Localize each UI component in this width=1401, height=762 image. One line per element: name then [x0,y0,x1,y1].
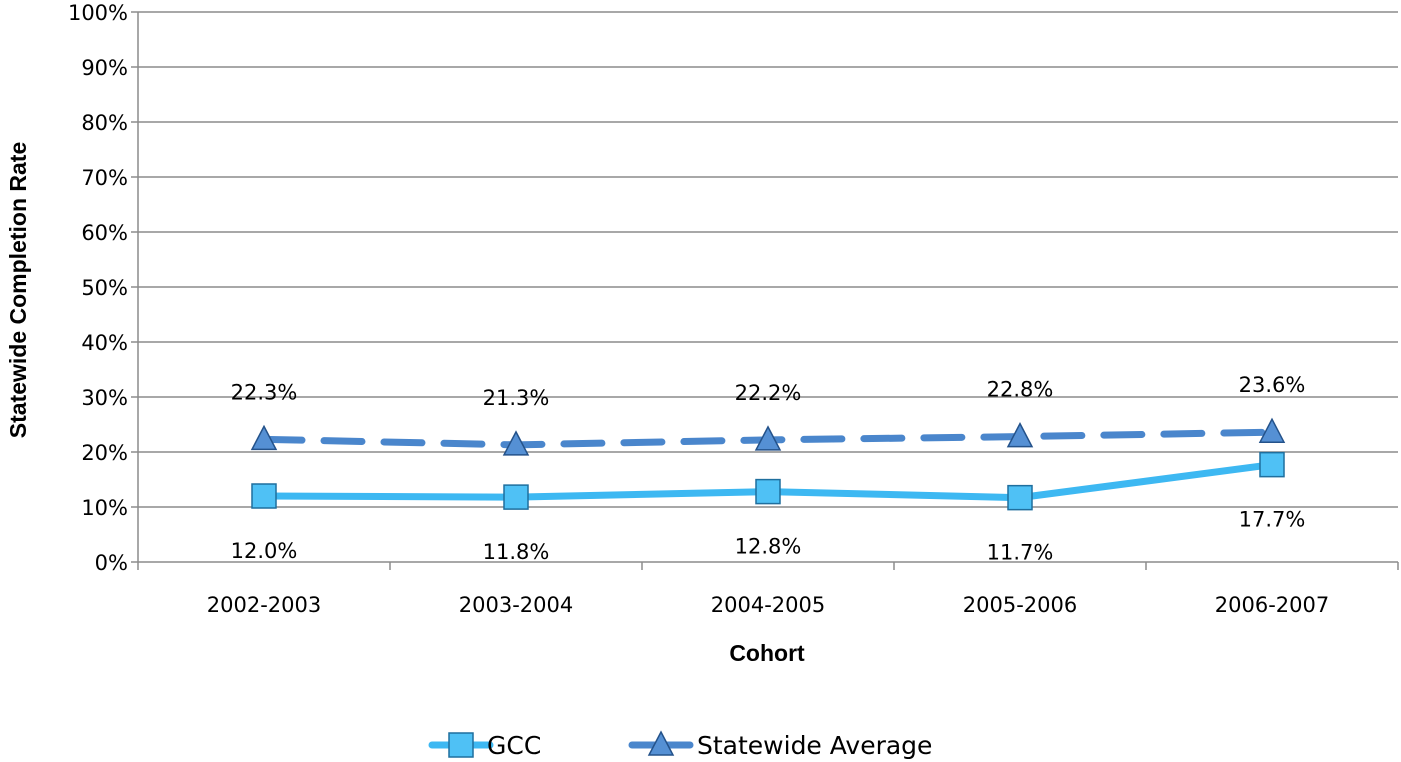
data-point [251,483,277,509]
data-point [1006,421,1034,448]
data-label: 12.8% [735,535,802,559]
y-tick-label: 70% [81,166,128,190]
legend-label: Statewide Average [697,731,932,760]
y-axis-ticks: 0% 10% 20% 30% 40% 50% 60% 70% 80% 90% 100% [68,1,138,575]
series-gcc [251,451,1285,511]
series-statewide-average [250,417,1286,456]
data-label: 23.6% [1239,373,1306,397]
data-point [755,478,781,505]
y-tick-label: 10% [81,496,128,520]
legend-item: GCC [428,731,541,760]
data-labels: 12.0% 11.8% 12.8% 11.7% 17.7% 22.3% 21.3% 22.2%… [231,373,1306,564]
x-tick-label: 2004-2005 [711,593,825,617]
grid-lines [138,11,1398,508]
data-label: 17.7% [1239,508,1306,532]
data-point [1259,451,1285,478]
data-point [1258,417,1286,443]
y-tick-label: 40% [81,331,128,355]
x-axis: 2002-2003 2003-2004 2004-2005 2005-2006 2006… [137,12,1399,617]
x-tick-label: 2006-2007 [1215,593,1329,617]
legend: GCC Statewide Average [428,730,932,760]
legend-item: Statewide Average [628,730,932,760]
data-point [754,425,782,451]
y-tick-label: 80% [81,111,128,135]
y-axis-title: Statewide Completion Rate [5,142,31,438]
data-label: 21.3% [483,386,550,410]
y-tick-label: 90% [81,56,128,80]
data-label: 22.8% [987,378,1054,402]
data-point [502,430,530,456]
y-tick-label: 30% [81,386,128,410]
x-tick-label: 2002-2003 [207,593,321,617]
data-point [1007,484,1033,511]
legend-label: GCC [487,731,541,760]
x-tick-label: 2003-2004 [459,593,573,617]
data-label: 12.0% [231,539,298,563]
data-point [503,484,529,510]
series-layer [250,417,1286,511]
data-point [250,424,278,451]
y-tick-label: 50% [81,276,128,300]
x-axis-title: Cohort [729,640,805,666]
data-label: 22.3% [231,380,298,404]
data-label: 22.2% [735,381,802,405]
y-tick-label: 20% [81,441,128,465]
data-label: 11.7% [987,541,1054,565]
legend-marker [647,730,675,756]
y-tick-label: 100% [68,1,128,25]
legend-marker [448,732,474,758]
x-tick-label: 2005-2006 [963,593,1077,617]
y-tick-label: 60% [81,221,128,245]
y-tick-label: 0% [95,551,128,575]
data-label: 11.8% [483,540,550,564]
